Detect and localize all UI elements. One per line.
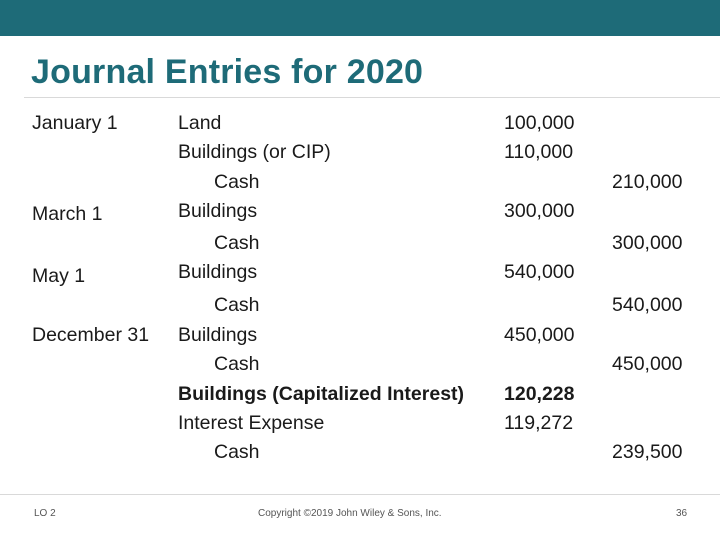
credit-amount: 540,000 (612, 294, 683, 316)
date-january-1: January 1 (32, 112, 118, 134)
title-divider (24, 97, 720, 98)
debit-amount: 450,000 (504, 324, 575, 346)
debit-amount: 120,228 (504, 383, 575, 405)
copyright-notice: Copyright ©2019 John Wiley & Sons, Inc. (258, 508, 442, 519)
debit-amount: 119,272 (504, 412, 574, 434)
page-number: 36 (676, 508, 688, 519)
date-december-31: December 31 (32, 324, 150, 346)
account-buildings: Buildings (178, 261, 258, 283)
slide-title: Journal Entries for 2020 (31, 53, 424, 91)
account-cash: Cash (214, 441, 260, 463)
account-cash: Cash (214, 232, 260, 254)
account-buildings-capitalized-interest: Buildings (Capitalized Interest) (178, 383, 465, 405)
debit-amount: 300,000 (504, 200, 575, 222)
account-cash: Cash (214, 171, 260, 193)
header-band (0, 0, 720, 36)
footer-divider (0, 494, 720, 495)
date-march-1: March 1 (32, 203, 103, 225)
debit-amount: 100,000 (504, 112, 575, 134)
account-buildings: Buildings (178, 200, 258, 222)
account-buildings-cip: Buildings (or CIP) (178, 141, 331, 163)
credit-amount: 210,000 (612, 171, 683, 193)
learning-objective-label: LO 2 (34, 508, 56, 519)
debit-amount: 110,000 (504, 141, 574, 163)
credit-amount: 239,500 (612, 441, 683, 463)
account-land: Land (178, 112, 222, 134)
account-interest-expense: Interest Expense (178, 412, 325, 434)
account-buildings: Buildings (178, 324, 258, 346)
date-may-1: May 1 (32, 265, 86, 287)
debit-amount: 540,000 (504, 261, 575, 283)
account-cash: Cash (214, 353, 260, 375)
credit-amount: 450,000 (612, 353, 683, 375)
credit-amount: 300,000 (612, 232, 683, 254)
account-cash: Cash (214, 294, 260, 316)
